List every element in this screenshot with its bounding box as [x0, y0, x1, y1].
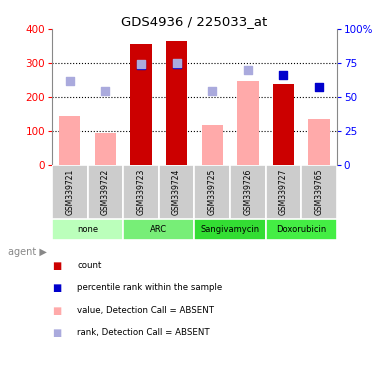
- Bar: [95, 133, 116, 165]
- Text: rank, Detection Call = ABSENT: rank, Detection Call = ABSENT: [77, 328, 209, 337]
- Bar: [230, 165, 266, 219]
- Point: [316, 84, 322, 90]
- Point: [280, 72, 286, 78]
- Bar: [123, 219, 194, 240]
- Point: [102, 88, 109, 94]
- Text: none: none: [77, 225, 98, 234]
- Title: GDS4936 / 225033_at: GDS4936 / 225033_at: [121, 15, 268, 28]
- Bar: [308, 119, 330, 165]
- Text: Sangivamycin: Sangivamycin: [201, 225, 259, 234]
- Bar: [202, 125, 223, 165]
- Text: agent ▶: agent ▶: [8, 247, 47, 257]
- Bar: [52, 165, 88, 219]
- Text: ■: ■: [52, 328, 61, 338]
- Point: [138, 61, 144, 67]
- Bar: [88, 165, 123, 219]
- Text: value, Detection Call = ABSENT: value, Detection Call = ABSENT: [77, 306, 214, 314]
- Bar: [159, 165, 194, 219]
- Text: GSM339725: GSM339725: [208, 169, 217, 215]
- Text: percentile rank within the sample: percentile rank within the sample: [77, 283, 222, 292]
- Text: ■: ■: [52, 261, 61, 271]
- Text: GSM339727: GSM339727: [279, 169, 288, 215]
- Point: [174, 60, 180, 66]
- Text: ■: ■: [52, 283, 61, 293]
- Text: GSM339765: GSM339765: [315, 169, 323, 215]
- Text: GSM339724: GSM339724: [172, 169, 181, 215]
- Bar: [123, 165, 159, 219]
- Bar: [59, 116, 80, 165]
- Text: GSM339723: GSM339723: [137, 169, 146, 215]
- Bar: [194, 219, 266, 240]
- Bar: [273, 84, 294, 165]
- Point: [174, 61, 180, 67]
- Bar: [237, 81, 259, 165]
- Point: [209, 88, 215, 94]
- Bar: [301, 165, 337, 219]
- Bar: [166, 41, 187, 165]
- Text: Doxorubicin: Doxorubicin: [276, 225, 326, 234]
- Text: GSM339722: GSM339722: [101, 169, 110, 215]
- Text: GSM339726: GSM339726: [243, 169, 252, 215]
- Bar: [52, 219, 123, 240]
- Text: ARC: ARC: [150, 225, 167, 234]
- Point: [138, 62, 144, 68]
- Text: GSM339721: GSM339721: [65, 169, 74, 215]
- Text: count: count: [77, 261, 101, 270]
- Bar: [194, 165, 230, 219]
- Point: [245, 67, 251, 73]
- Text: ■: ■: [52, 306, 61, 316]
- Bar: [266, 219, 337, 240]
- Bar: [266, 165, 301, 219]
- Point: [67, 78, 73, 84]
- Bar: [130, 44, 152, 165]
